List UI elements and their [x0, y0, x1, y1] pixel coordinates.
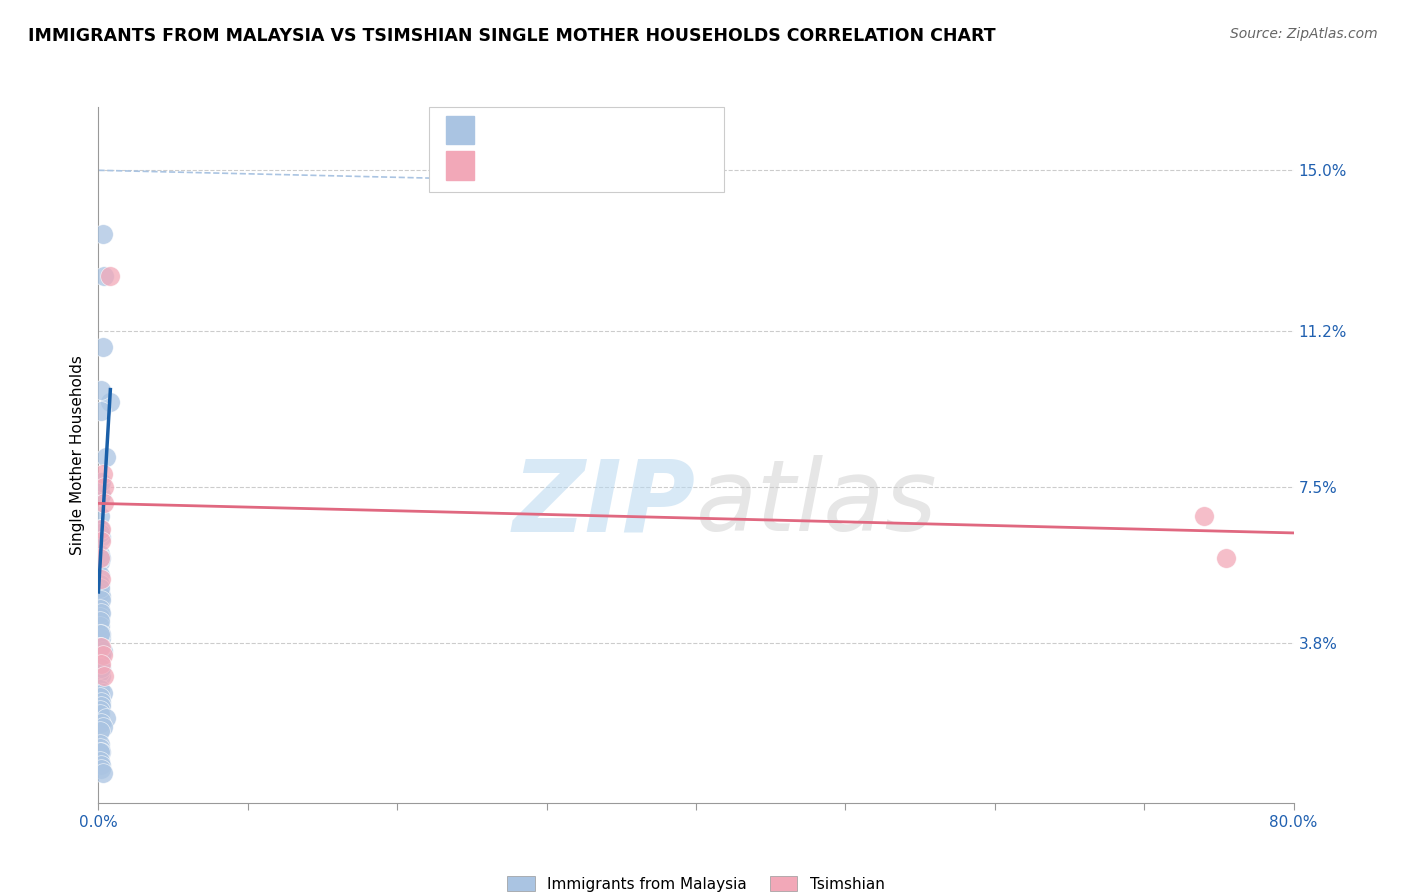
- Point: [89, 479, 111, 493]
- Point: [91, 227, 114, 241]
- Point: [90, 589, 112, 603]
- Point: [90, 522, 112, 536]
- Point: [89, 581, 111, 595]
- Point: [90, 648, 112, 663]
- Point: [89, 547, 111, 561]
- Point: [91, 340, 114, 354]
- Point: [89, 737, 111, 751]
- Point: [100, 395, 122, 409]
- Point: [1215, 551, 1237, 566]
- Point: [90, 669, 112, 683]
- Point: [89, 745, 111, 759]
- Text: R =: R =: [481, 159, 515, 174]
- Point: [91, 686, 114, 700]
- Text: IMMIGRANTS FROM MALAYSIA VS TSIMSHIAN SINGLE MOTHER HOUSEHOLDS CORRELATION CHART: IMMIGRANTS FROM MALAYSIA VS TSIMSHIAN SI…: [28, 27, 995, 45]
- Text: -0.066: -0.066: [524, 159, 579, 174]
- Point: [93, 479, 115, 493]
- Text: 14: 14: [623, 159, 644, 174]
- Point: [91, 467, 114, 481]
- Point: [90, 383, 112, 397]
- Point: [89, 576, 111, 591]
- Point: [90, 593, 112, 607]
- Point: [89, 741, 111, 756]
- Point: [89, 556, 111, 570]
- Point: [89, 627, 111, 641]
- Point: [91, 720, 114, 734]
- Point: [90, 698, 112, 713]
- Point: [90, 534, 112, 549]
- Text: R =: R =: [481, 123, 515, 138]
- Text: N =: N =: [579, 159, 613, 174]
- Point: [89, 703, 111, 717]
- Point: [89, 640, 111, 654]
- Point: [90, 551, 112, 566]
- Point: [90, 715, 112, 730]
- Point: [89, 665, 111, 679]
- Point: [90, 475, 112, 490]
- Point: [93, 669, 115, 683]
- Point: [89, 724, 111, 739]
- Point: [89, 525, 111, 540]
- Point: [90, 627, 112, 641]
- Text: N =: N =: [579, 123, 613, 138]
- Point: [94, 450, 117, 464]
- Text: 58: 58: [623, 123, 644, 138]
- Text: 0.220: 0.220: [524, 123, 572, 138]
- Point: [90, 695, 112, 709]
- Point: [91, 766, 114, 780]
- Point: [90, 762, 112, 776]
- Point: [1192, 509, 1215, 524]
- Point: [90, 661, 112, 675]
- Point: [100, 268, 122, 283]
- Point: [89, 522, 111, 536]
- Point: [90, 745, 112, 759]
- Point: [90, 632, 112, 646]
- Legend: Immigrants from Malaysia, Tsimshian: Immigrants from Malaysia, Tsimshian: [502, 870, 890, 892]
- Point: [89, 568, 111, 582]
- Point: [89, 509, 111, 524]
- Point: [89, 610, 111, 624]
- Text: atlas: atlas: [696, 455, 938, 552]
- Point: [90, 530, 112, 544]
- Point: [89, 707, 111, 722]
- Point: [89, 690, 111, 705]
- Point: [89, 615, 111, 629]
- Point: [93, 496, 115, 510]
- Point: [89, 618, 111, 632]
- Point: [90, 757, 112, 772]
- Text: ZIP: ZIP: [513, 455, 696, 552]
- Point: [90, 572, 112, 586]
- Point: [90, 488, 112, 502]
- Text: Source: ZipAtlas.com: Source: ZipAtlas.com: [1230, 27, 1378, 41]
- Point: [93, 268, 115, 283]
- Point: [89, 551, 111, 566]
- Y-axis label: Single Mother Households: Single Mother Households: [70, 355, 86, 555]
- Point: [91, 648, 114, 663]
- Point: [90, 403, 112, 417]
- Point: [91, 644, 114, 658]
- Point: [89, 581, 111, 595]
- Point: [90, 606, 112, 620]
- Point: [89, 602, 111, 616]
- Point: [90, 657, 112, 671]
- Point: [89, 585, 111, 599]
- Point: [94, 711, 117, 725]
- Point: [89, 754, 111, 768]
- Point: [89, 681, 111, 696]
- Point: [90, 640, 112, 654]
- Point: [89, 640, 111, 654]
